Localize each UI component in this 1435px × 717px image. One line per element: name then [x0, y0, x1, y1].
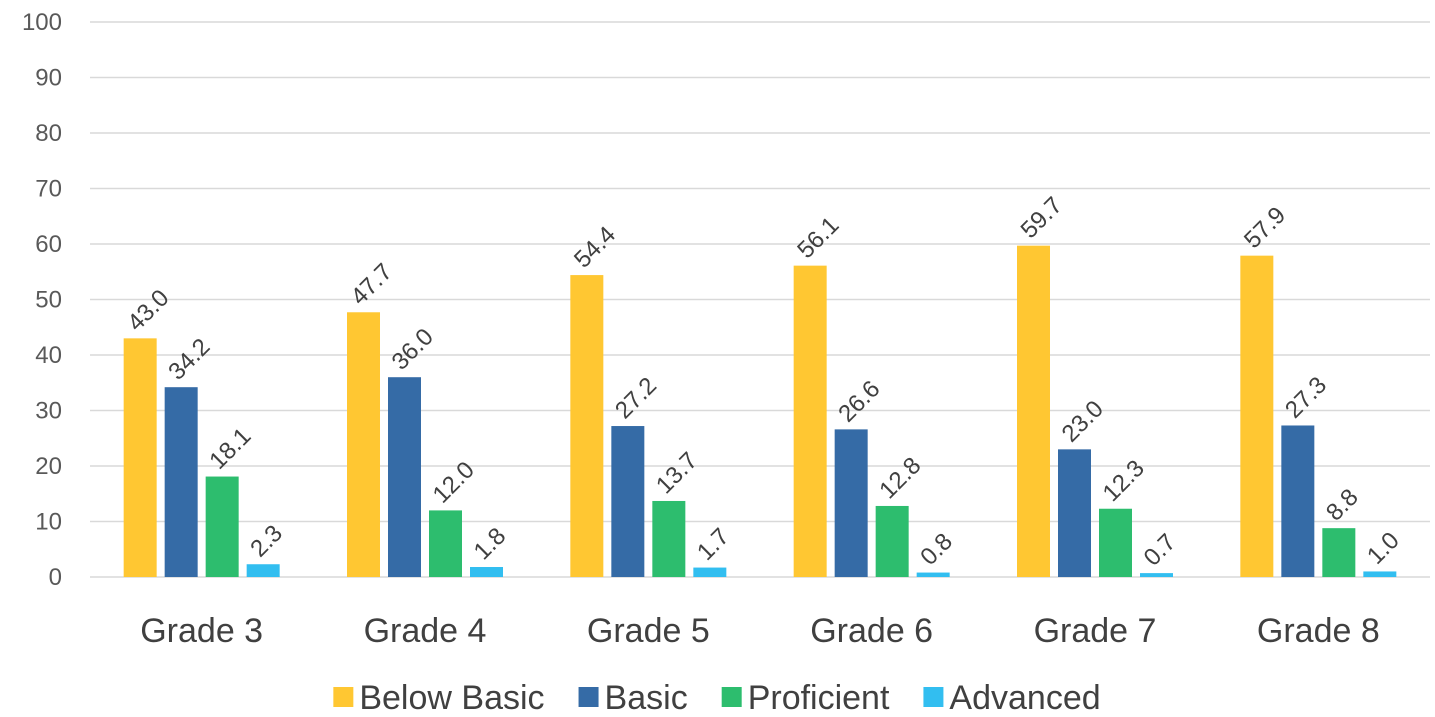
- bar-proficient: [429, 510, 462, 577]
- bar-advanced: [693, 567, 727, 577]
- y-tick-label: 10: [35, 509, 62, 536]
- data-label: 23.0: [1057, 395, 1109, 447]
- data-label: 36.0: [387, 323, 439, 375]
- bar-advanced: [246, 564, 280, 577]
- data-label: 54.4: [569, 221, 621, 273]
- legend-label: Basic: [605, 679, 688, 717]
- y-tick-label: 20: [35, 453, 62, 480]
- x-tick-label: Grade 7: [1034, 612, 1157, 650]
- data-label: 12.0: [428, 457, 480, 509]
- bar-proficient: [205, 476, 239, 577]
- bar-proficient: [875, 505, 909, 577]
- bar-proficient: [652, 500, 686, 577]
- data-label: 34.2: [163, 333, 215, 385]
- data-label: 27.3: [1280, 372, 1332, 424]
- bar-below-basic: [793, 265, 827, 577]
- y-tick-label: 0: [49, 564, 62, 591]
- y-tick-label: 60: [35, 231, 62, 258]
- y-tick-label: 80: [35, 120, 62, 147]
- y-tick-label: 50: [35, 287, 62, 314]
- bar-basic: [388, 377, 421, 577]
- legend-swatch: [721, 687, 742, 707]
- bar-below-basic: [123, 338, 157, 577]
- y-tick-label: 30: [35, 398, 62, 425]
- data-label: 1.8: [469, 523, 512, 566]
- legend-swatch: [578, 687, 599, 707]
- data-label: 8.8: [1321, 484, 1364, 527]
- x-tick-label: Grade 8: [1257, 612, 1380, 650]
- data-label: 47.7: [346, 258, 398, 310]
- data-label: 12.8: [874, 452, 926, 504]
- y-axis: 0 10 20 30 40 50 60 70 80 90 100: [22, 9, 62, 591]
- data-label: 43.0: [122, 284, 174, 336]
- bar-basic: [611, 426, 645, 577]
- data-label: 57.9: [1239, 202, 1291, 254]
- legend-swatch: [923, 687, 944, 707]
- legend-swatch: [333, 687, 354, 707]
- bar-proficient: [1099, 508, 1132, 577]
- bar-advanced: [470, 567, 503, 577]
- legend-label: Proficient: [748, 679, 890, 717]
- bar-basic: [1058, 449, 1091, 577]
- data-labels: 43.034.2 18.1 2.3 47.7 36.0 12.0 1.8 54.4 27.2 13…: [122, 192, 1404, 572]
- y-tick-label: 40: [35, 342, 62, 369]
- x-tick-label: Grade 6: [810, 612, 933, 650]
- bar-below-basic: [347, 312, 380, 577]
- bar-below-basic: [1240, 255, 1274, 577]
- data-label: 1.0: [1362, 527, 1405, 570]
- data-label: 59.7: [1016, 192, 1068, 244]
- bar-proficient: [1322, 528, 1356, 577]
- data-label: 0.8: [915, 528, 958, 571]
- bar-basic: [1281, 425, 1315, 577]
- y-tick-label: 100: [22, 9, 62, 36]
- bar-advanced: [916, 572, 950, 577]
- data-label: 12.3: [1098, 455, 1150, 507]
- data-label: 27.2: [610, 372, 662, 424]
- x-tick-label: Grade 4: [364, 612, 487, 650]
- data-label: 13.7: [651, 447, 703, 499]
- y-tick-label: 90: [35, 65, 62, 92]
- bar-below-basic: [570, 275, 604, 577]
- bar-basic: [834, 429, 868, 577]
- bar-below-basic: [1017, 245, 1050, 578]
- legend-label: Advanced: [949, 679, 1100, 717]
- data-label: 2.3: [245, 520, 288, 563]
- y-tick-label: 70: [35, 176, 62, 203]
- legend-label: Below Basic: [359, 679, 544, 717]
- x-tick-label: Grade 3: [140, 612, 263, 650]
- data-label: 56.1: [792, 212, 844, 264]
- bar-basic: [164, 387, 198, 577]
- legend: Below Basic Basic Proficient Advanced: [333, 679, 1101, 717]
- data-label: 26.6: [833, 375, 885, 427]
- data-label: 18.1: [204, 423, 256, 475]
- data-label: 1.7: [692, 523, 735, 566]
- bar-advanced: [1363, 571, 1397, 577]
- grid-lines: [90, 21, 1430, 578]
- x-tick-label: Grade 5: [587, 612, 710, 650]
- bars: [123, 245, 1397, 578]
- data-label: 0.7: [1139, 529, 1182, 572]
- x-axis: Grade 3 Grade 4 Grade 5 Grade 6 Grade 7 Grade…: [140, 612, 1380, 650]
- bar-advanced: [1140, 573, 1173, 577]
